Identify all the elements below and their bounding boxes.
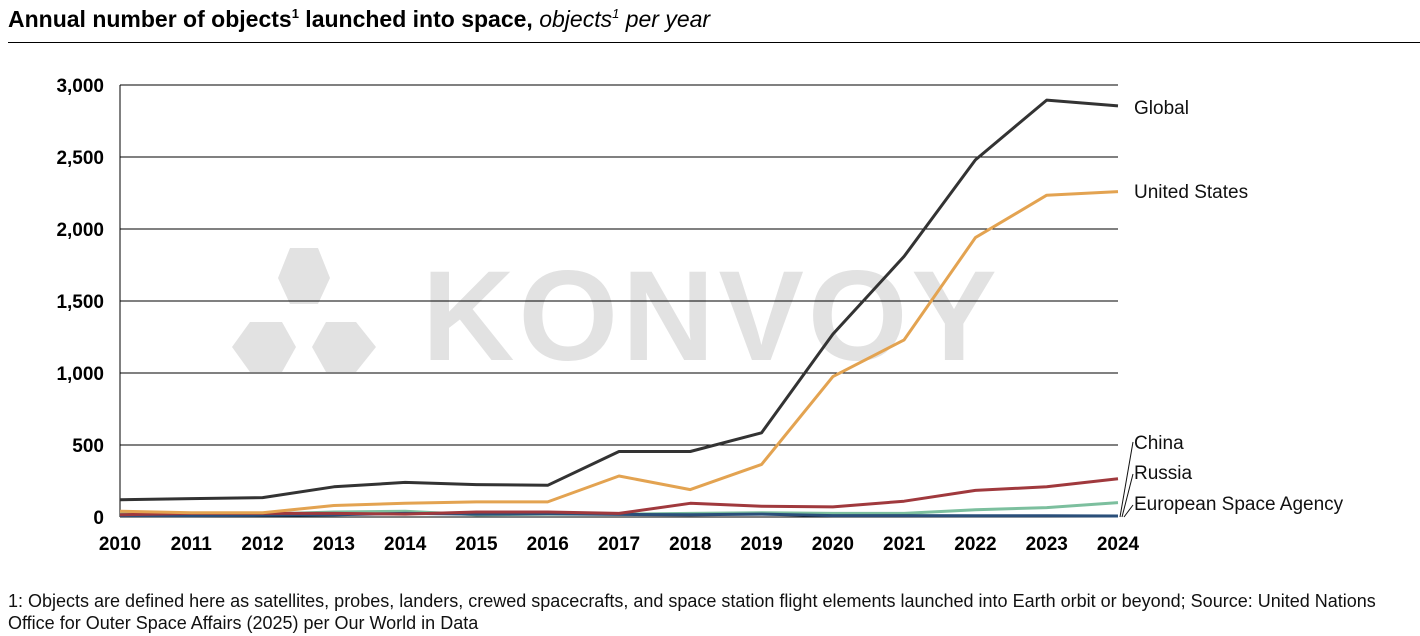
footnote: 1: Objects are defined here as satellite…	[8, 591, 1376, 633]
leader-line-russia	[1121, 473, 1134, 518]
watermark-logo-mark	[232, 248, 376, 372]
x-tick-label: 2019	[740, 534, 782, 555]
x-tick-label: 2018	[669, 534, 711, 555]
x-tick-label: 2010	[99, 534, 141, 555]
x-tick-label: 2014	[384, 534, 427, 555]
x-tick-label: 2015	[455, 534, 498, 555]
series-label-united-states: United States	[1134, 182, 1248, 203]
y-tick-label: 1,000	[56, 364, 104, 385]
y-tick-label: 1,500	[56, 292, 104, 313]
series-label-global: Global	[1134, 98, 1189, 119]
y-tick-label: 2,500	[56, 148, 104, 169]
x-tick-label: 2013	[313, 534, 355, 555]
watermark: KONVOY	[232, 245, 1001, 388]
x-tick-label: 2020	[812, 534, 854, 555]
leader-line-european-space-agency	[1123, 504, 1134, 518]
x-tick-label: 2012	[241, 534, 283, 555]
watermark-text: KONVOY	[422, 245, 1001, 388]
series-line-united-states	[119, 190, 1119, 515]
series-label-european-space-agency: European Space Agency	[1134, 494, 1344, 515]
series-labels: Global United States China Russia European S…	[1119, 98, 1344, 518]
series-line-global	[119, 98, 1119, 502]
leader-line-china	[1119, 441, 1134, 518]
x-tick-label: 2017	[598, 534, 640, 555]
x-tick-label: 2011	[171, 534, 213, 555]
y-tick-label: 2,000	[56, 220, 104, 241]
title-unit-footnote-marker: 1	[612, 6, 620, 21]
title-unit-tail: per year	[619, 6, 711, 32]
y-tick-label: 3,000	[56, 76, 104, 97]
chart-title: Annual number of objects1 launched into …	[8, 6, 710, 33]
series-lines	[119, 98, 1119, 518]
x-tick-label: 2022	[954, 534, 996, 555]
y-axis-ticks: 0 500 1,000 1,500 2,000 2,500 3,000	[56, 76, 104, 529]
title-main: Annual number of objects	[8, 6, 292, 32]
series-label-china: China	[1134, 433, 1184, 454]
y-tick-label: 0	[93, 508, 104, 529]
x-tick-label: 2021	[883, 534, 926, 555]
title-rule	[8, 42, 1420, 43]
y-tick-label: 500	[72, 436, 104, 457]
title-unit: objects	[539, 6, 613, 32]
x-tick-label: 2016	[527, 534, 569, 555]
title-main-tail: launched into space,	[298, 6, 540, 32]
series-line-russia	[119, 477, 1119, 517]
x-tick-label: 2023	[1026, 534, 1068, 555]
title-footnote-marker: 1	[291, 6, 299, 21]
x-axis-ticks: 2010 2011 2012 2013 2014 2015 2016 2017 2018 2019…	[99, 534, 1140, 555]
x-tick-label: 2024	[1097, 534, 1140, 555]
series-label-russia: Russia	[1134, 463, 1193, 484]
